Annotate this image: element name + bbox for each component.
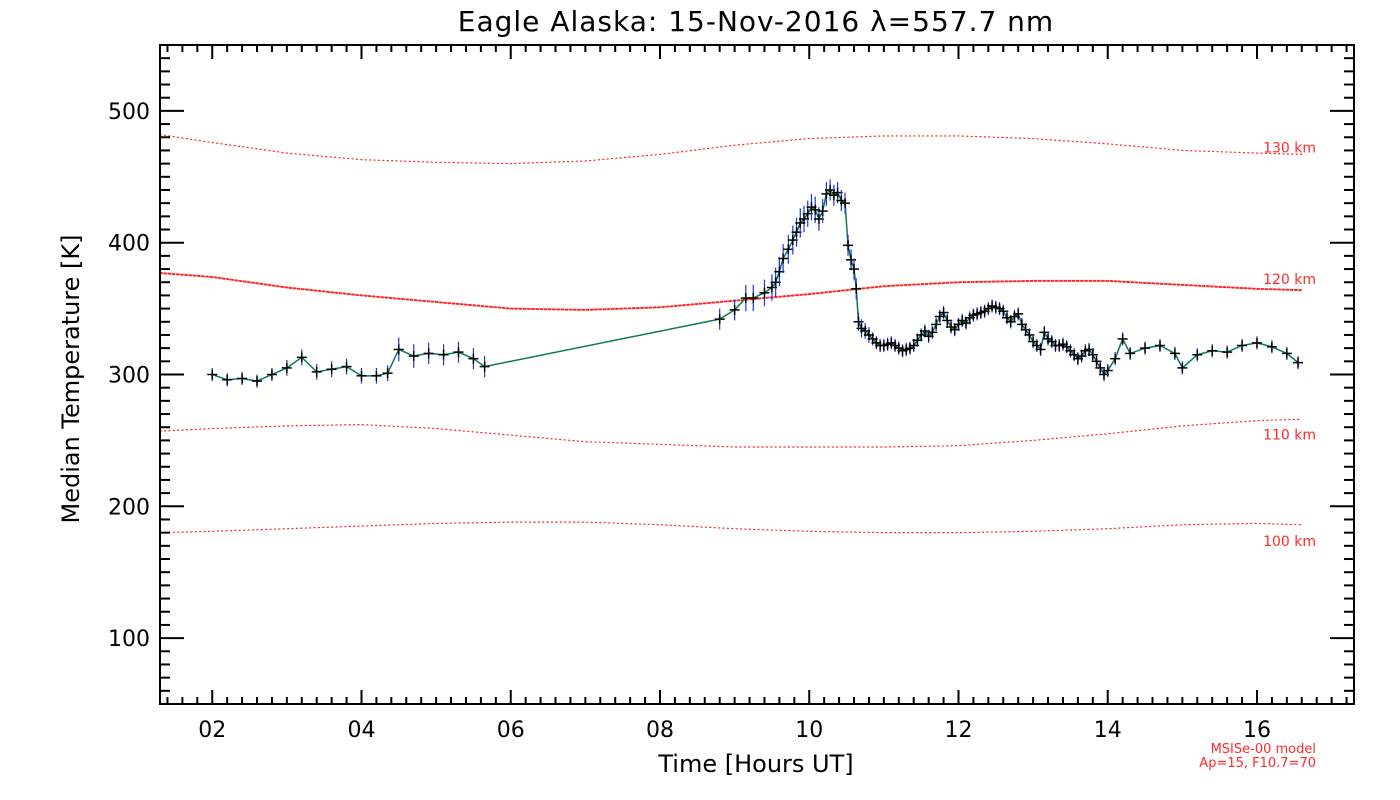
x-tick-label: 04 bbox=[347, 718, 375, 743]
chart-title: Eagle Alaska: 15-Nov-2016 λ=557.7 nm bbox=[458, 5, 1054, 38]
model-curve-label: 130 km bbox=[1263, 140, 1316, 156]
x-tick-label: 12 bbox=[944, 718, 972, 743]
x-tick-label: 16 bbox=[1243, 718, 1271, 743]
x-tick-label: 06 bbox=[497, 718, 525, 743]
y-axis-label: Median Temperature [K] bbox=[57, 234, 85, 523]
model-curve bbox=[159, 418, 1303, 448]
model-curve-label: 110 km bbox=[1263, 427, 1316, 443]
model-curve-label: 120 km bbox=[1263, 272, 1316, 288]
x-tick-label: 10 bbox=[795, 718, 823, 743]
x-axis-label: Time [Hours UT] bbox=[657, 750, 853, 778]
axes-layer: 02 04 06 08 10 12 14 16 100 200 300 400 500 bbox=[108, 44, 1355, 743]
median-temperature-line bbox=[211, 189, 1299, 382]
y-tick-label: 200 bbox=[108, 495, 150, 520]
plot-frame bbox=[159, 44, 1355, 705]
model-annotation: MSISe-00 model bbox=[1211, 742, 1316, 757]
y-tick-label: 500 bbox=[108, 100, 150, 125]
x-tick-label: 08 bbox=[646, 718, 674, 743]
x-tick-label: 14 bbox=[1094, 718, 1122, 743]
model-curve-label: 100 km bbox=[1263, 534, 1316, 550]
y-tick-label: 400 bbox=[108, 232, 150, 257]
y-tick-label: 100 bbox=[108, 627, 150, 652]
text-layer: Eagle Alaska: 15-Nov-2016 λ=557.7 nm Tim… bbox=[57, 5, 1316, 778]
model-curve bbox=[159, 272, 1303, 311]
y-tick-label: 300 bbox=[108, 364, 150, 389]
model-curve bbox=[159, 521, 1303, 534]
model-parameters-annotation: Ap=15, F10.7=70 bbox=[1199, 756, 1316, 771]
data-series-layer bbox=[207, 179, 1304, 388]
x-tick-label: 02 bbox=[198, 718, 226, 743]
model-curves-layer: 130 km 120 km 110 km 100 km bbox=[159, 134, 1316, 550]
model-curve bbox=[159, 134, 1303, 165]
